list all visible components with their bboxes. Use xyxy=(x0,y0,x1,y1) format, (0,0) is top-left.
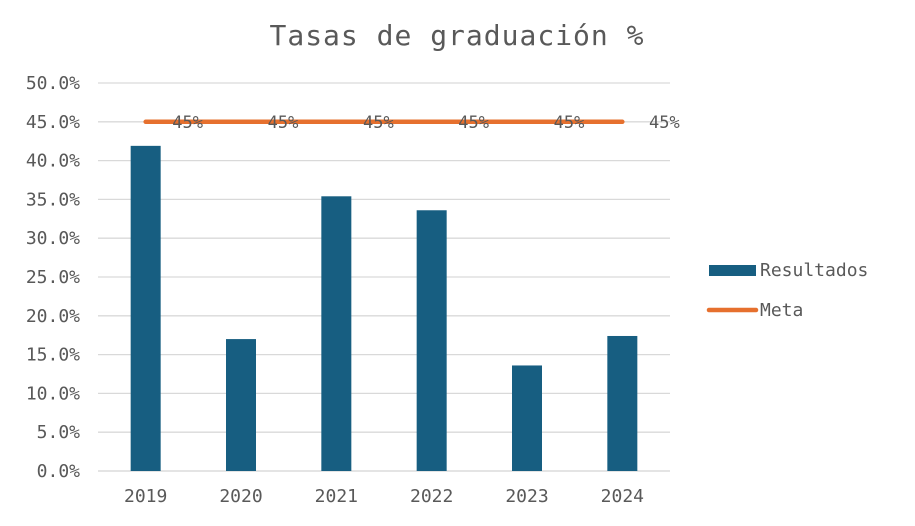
meta-data-label: 45% xyxy=(458,113,489,133)
meta-data-label: 45% xyxy=(554,113,585,133)
y-tick-label: 50.0% xyxy=(26,73,80,94)
grid-lines xyxy=(98,82,670,472)
y-tick-label: 0.0% xyxy=(37,461,81,482)
y-tick-label: 30.0% xyxy=(26,228,80,249)
bar-2024 xyxy=(607,335,638,471)
meta-data-label: 45% xyxy=(172,113,203,133)
x-tick-label: 2020 xyxy=(219,486,262,507)
data-labels: 45% 45% 45% 45% 45% 45% xyxy=(172,113,679,133)
y-tick-label: 35.0% xyxy=(26,189,80,210)
y-tick-label: 5.0% xyxy=(37,422,81,443)
bar-2020 xyxy=(226,339,256,471)
y-tick-label: 40.0% xyxy=(26,151,80,172)
bar-series xyxy=(130,145,638,471)
y-tick-label: 25.0% xyxy=(26,267,80,288)
meta-data-label: 45% xyxy=(649,113,680,133)
y-tick-label: 20.0% xyxy=(26,306,80,327)
x-tick-label: 2019 xyxy=(124,486,167,507)
legend-label-meta: Meta xyxy=(760,300,803,321)
x-tick-label: 2022 xyxy=(410,486,453,507)
x-tick-label: 2021 xyxy=(315,486,358,507)
bar-2023 xyxy=(512,365,542,471)
legend: Resultados Meta xyxy=(706,260,868,321)
x-axis: 2019 2020 2021 2022 2023 2024 xyxy=(98,470,670,507)
y-tick-label: 10.0% xyxy=(26,383,80,404)
meta-data-label: 45% xyxy=(268,113,299,133)
x-tick-label: 2024 xyxy=(601,486,644,507)
y-tick-label: 15.0% xyxy=(26,345,80,366)
bar-2021 xyxy=(321,196,352,471)
legend-swatch-resultados xyxy=(709,265,756,276)
y-axis: 0.0% 5.0% 10.0% 15.0% 20.0% 25.0% 30.0% 35.0% 40… xyxy=(26,73,80,482)
y-tick-label: 45.0% xyxy=(26,112,80,133)
chart-title: Tasas de graduación % xyxy=(269,19,644,52)
legend-label-resultados: Resultados xyxy=(760,260,868,281)
bar-2022 xyxy=(416,210,447,471)
x-tick-label: 2023 xyxy=(505,486,548,507)
meta-data-label: 45% xyxy=(363,113,394,133)
bar-2019 xyxy=(130,145,161,471)
